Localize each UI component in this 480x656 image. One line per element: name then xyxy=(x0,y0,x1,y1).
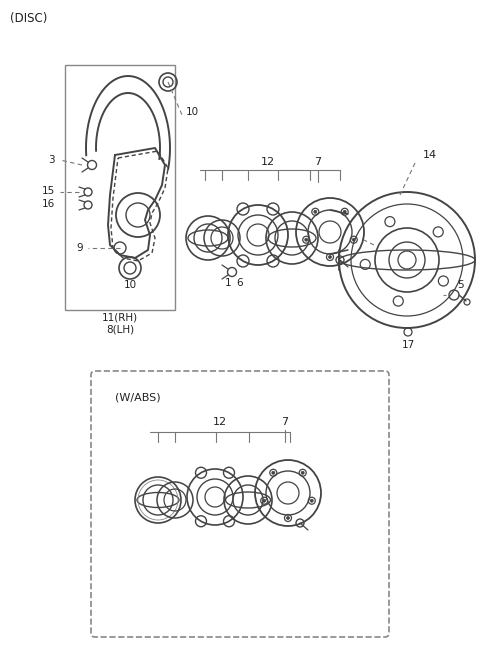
Text: 16: 16 xyxy=(42,199,55,209)
Text: 7: 7 xyxy=(314,157,322,167)
Text: 12: 12 xyxy=(261,157,275,167)
Text: (W/ABS): (W/ABS) xyxy=(115,393,161,403)
Text: 11(RH): 11(RH) xyxy=(102,313,138,323)
Text: 9: 9 xyxy=(76,243,83,253)
Circle shape xyxy=(263,499,266,502)
Text: 5: 5 xyxy=(456,280,463,290)
Text: 7: 7 xyxy=(281,417,288,427)
Circle shape xyxy=(301,471,304,474)
Bar xyxy=(65,65,175,310)
Text: 1: 1 xyxy=(225,278,231,288)
Text: 6: 6 xyxy=(237,278,243,288)
Text: 15: 15 xyxy=(42,186,55,196)
Text: 10: 10 xyxy=(186,107,199,117)
Text: (DISC): (DISC) xyxy=(10,12,48,25)
Text: 8(LH): 8(LH) xyxy=(106,325,134,335)
Text: 10: 10 xyxy=(123,280,137,290)
Circle shape xyxy=(314,211,317,213)
Circle shape xyxy=(352,238,355,241)
Circle shape xyxy=(305,238,308,241)
Circle shape xyxy=(343,211,346,213)
Text: 14: 14 xyxy=(423,150,437,160)
Circle shape xyxy=(272,471,275,474)
Circle shape xyxy=(287,516,289,520)
Circle shape xyxy=(310,499,313,502)
Circle shape xyxy=(328,255,332,258)
Text: 12: 12 xyxy=(213,417,227,427)
Text: 17: 17 xyxy=(401,340,415,350)
Text: 3: 3 xyxy=(48,155,55,165)
